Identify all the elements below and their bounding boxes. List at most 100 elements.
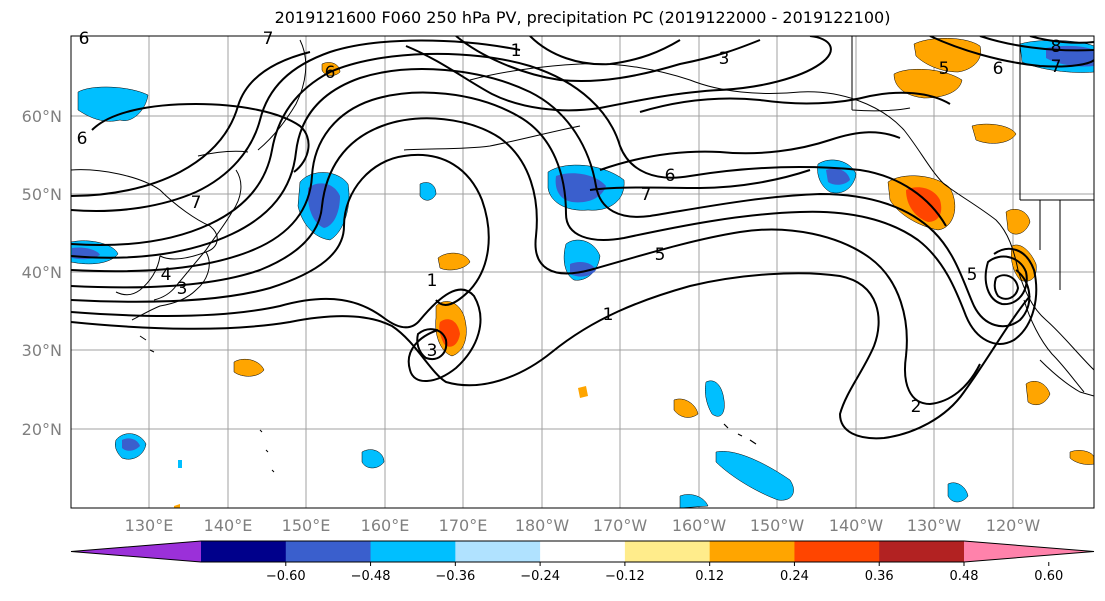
colorbar-segment	[879, 541, 965, 562]
contour-label: 7	[641, 185, 652, 205]
precip-area	[439, 319, 460, 347]
pv-contour	[993, 274, 1020, 300]
pv-contour	[71, 272, 1031, 440]
border-canada-us	[851, 36, 1094, 201]
pv-contour	[71, 52, 947, 247]
colorbar-segment	[709, 541, 795, 562]
contour-label: 7	[1051, 57, 1062, 77]
pv-contours	[71, 36, 1094, 440]
coastline-kamchatka	[257, 39, 307, 151]
pv-contour	[599, 131, 901, 171]
colorbar-outline	[70, 540, 1095, 563]
colorbar-segment	[624, 541, 711, 562]
precip-area	[1069, 450, 1094, 465]
pv-contour	[71, 68, 1031, 328]
longitude-labels: 130°E 140°E 150°E 160°E 170°E 180°W 170°…	[125, 516, 1041, 535]
contour-label: 2	[911, 397, 922, 417]
precip-positive-areas	[174, 37, 1094, 508]
precip-area	[419, 182, 437, 201]
contour-label: 6	[665, 166, 676, 186]
contour-label: 4	[161, 265, 172, 285]
colorbar-extend-low	[71, 541, 201, 562]
colorbar-tick-label: −0.48	[351, 569, 391, 584]
precip-area	[679, 494, 709, 508]
pacific-islands	[139, 335, 275, 473]
coastline-japan	[153, 169, 242, 301]
pv-contour	[71, 91, 1038, 345]
colorbar-extend-high	[964, 541, 1094, 562]
contour-label: 6	[993, 59, 1004, 79]
pv-contour	[405, 36, 832, 112]
contour-label: 7	[191, 193, 202, 213]
contour-label: 1	[427, 271, 438, 291]
precip-area	[913, 37, 982, 73]
colorbar-tick-label: −0.24	[520, 569, 560, 584]
precip-area	[947, 482, 969, 503]
precip-area	[555, 173, 606, 203]
pv-contour	[416, 328, 448, 360]
precip-area	[906, 187, 942, 222]
pv-contour	[71, 117, 981, 406]
lat-label: 40°N	[22, 263, 62, 282]
precip-area	[1025, 381, 1051, 405]
lon-label: 150°W	[750, 516, 805, 535]
precip-area	[971, 123, 1017, 144]
precip-area	[122, 438, 140, 451]
colorbar-segment	[794, 541, 880, 562]
contour-label: 5	[967, 265, 978, 285]
precip-area	[174, 504, 180, 508]
gridlines	[71, 36, 1094, 508]
lat-label: 60°N	[22, 107, 62, 126]
precip-area	[321, 62, 341, 76]
contour-label: 8	[1051, 37, 1062, 57]
pv-contour	[71, 39, 521, 213]
lon-label: 160°E	[361, 516, 410, 535]
lon-label: 170°E	[439, 516, 488, 535]
pv-contour	[1029, 36, 1094, 44]
contour-label: 1	[603, 305, 614, 325]
colorbar-tick-label: 0.48	[950, 569, 979, 584]
pv-contour	[455, 36, 761, 83]
precip-area	[578, 386, 588, 398]
lat-label: 30°N	[22, 341, 62, 360]
contour-label: 6	[79, 29, 90, 49]
precip-area	[705, 380, 725, 417]
precip-area	[1005, 209, 1031, 235]
pv-contour	[71, 51, 311, 197]
lon-label: 130°W	[907, 516, 962, 535]
precip-area	[178, 460, 182, 468]
contour-labels: 1 3 6 6 6 7 7 4 3 1 3 6 7 5 1 2 5 5 6 7 …	[77, 29, 1062, 417]
lon-label: 140°E	[204, 516, 253, 535]
lon-label: 170°W	[593, 516, 648, 535]
precip-area	[893, 69, 963, 99]
colorbar-tick-label: 0.36	[865, 569, 894, 584]
colorbar-tick-label: 0.12	[695, 569, 724, 584]
colorbar-segment	[455, 541, 541, 562]
map-frame	[70, 35, 1095, 509]
latitude-labels: 60°N 50°N 40°N 30°N 20°N	[22, 107, 62, 439]
contour-label: 5	[939, 59, 950, 79]
coastlines	[71, 36, 1094, 473]
precip-area	[673, 398, 699, 418]
lon-label: 180°W	[515, 516, 570, 535]
contour-label: 5	[655, 245, 666, 265]
lon-label: 140°W	[829, 516, 884, 535]
pv-contour	[639, 91, 951, 113]
contour-label: 3	[719, 49, 730, 69]
lon-label: 160°W	[672, 516, 727, 535]
pv-contour	[984, 255, 1028, 306]
lat-label: 50°N	[22, 185, 62, 204]
precip-area	[826, 168, 850, 185]
pv-contour	[71, 288, 482, 383]
map-title: 2019121600 F060 250 hPa PV, precipitatio…	[274, 8, 891, 27]
precip-area	[715, 451, 794, 501]
coastline-korea	[115, 255, 161, 296]
precip-area	[437, 252, 471, 271]
contour-label: 7	[263, 29, 274, 49]
precip-area	[361, 449, 385, 469]
colorbar: −0.60 −0.48 −0.36 −0.24 −0.12 0.12 0.24 0.36 0.4…	[70, 540, 1095, 584]
precip-area	[308, 183, 340, 228]
contour-label: 1	[511, 41, 522, 61]
colorbar-segment	[540, 541, 626, 562]
pv-contour	[529, 36, 681, 66]
